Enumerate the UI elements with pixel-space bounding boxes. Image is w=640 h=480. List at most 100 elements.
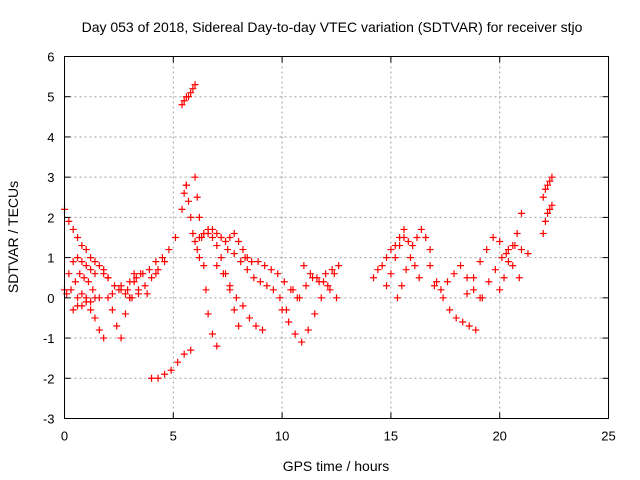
data-point — [191, 173, 199, 181]
data-point — [465, 322, 473, 330]
data-point — [82, 294, 90, 302]
series-arc-28 — [463, 234, 523, 298]
data-point — [74, 254, 82, 262]
data-point — [167, 366, 175, 374]
data-point — [69, 306, 77, 314]
data-point — [450, 270, 458, 278]
x-tick-label: 0 — [61, 429, 68, 444]
data-point — [485, 278, 493, 286]
data-point — [95, 262, 103, 270]
data-point — [406, 254, 414, 262]
data-point — [417, 225, 425, 233]
data-point — [544, 209, 552, 217]
data-point — [517, 209, 525, 217]
data-point — [289, 286, 297, 294]
data-point — [89, 286, 97, 294]
y-tick-label: -2 — [43, 371, 55, 386]
data-point — [180, 97, 188, 105]
data-point — [311, 310, 319, 318]
data-point — [515, 274, 523, 282]
data-point — [426, 246, 434, 254]
data-point — [439, 294, 447, 302]
series-arc-3 — [69, 298, 108, 342]
data-point — [298, 338, 306, 346]
data-point — [241, 254, 249, 262]
data-point — [154, 374, 162, 382]
data-point — [541, 217, 549, 225]
data-point — [413, 234, 421, 241]
data-marks — [61, 81, 556, 382]
data-point — [463, 290, 471, 298]
data-point — [208, 234, 216, 241]
data-point — [317, 294, 325, 302]
data-point — [139, 270, 147, 278]
y-tick-label: 5 — [47, 90, 54, 105]
series-arc-19 — [241, 254, 301, 302]
data-point — [546, 177, 554, 185]
data-point — [87, 254, 95, 262]
data-point — [383, 282, 391, 290]
series-arc-31 — [539, 173, 556, 201]
data-point — [185, 93, 193, 101]
data-point — [178, 205, 186, 213]
data-point — [306, 270, 314, 278]
data-point — [304, 326, 312, 334]
data-point — [95, 294, 103, 302]
data-point — [235, 238, 243, 246]
data-point — [74, 234, 82, 241]
data-point — [267, 266, 275, 274]
data-point — [191, 238, 199, 246]
data-point — [230, 306, 238, 314]
series-arc-17 — [213, 262, 267, 334]
data-point — [65, 217, 73, 225]
data-point — [148, 374, 156, 382]
data-point — [326, 286, 334, 294]
data-point — [245, 314, 253, 322]
data-point — [235, 322, 243, 330]
data-point — [117, 334, 125, 342]
data-point — [509, 262, 517, 270]
data-point — [200, 262, 208, 270]
data-point — [378, 262, 386, 270]
data-point — [250, 274, 258, 282]
data-point — [502, 250, 510, 258]
chart-title: Day 053 of 2018, Sidereal Day-to-day VTE… — [82, 19, 583, 35]
data-point — [187, 213, 195, 221]
data-point — [217, 254, 225, 262]
data-point — [398, 282, 406, 290]
data-point — [154, 266, 162, 274]
series-arc-14 — [191, 173, 221, 350]
data-point — [217, 234, 225, 241]
data-point — [387, 246, 395, 254]
data-point — [202, 286, 210, 294]
data-point — [82, 246, 90, 254]
data-point — [143, 290, 151, 298]
y-tick-label: 4 — [47, 130, 54, 145]
data-point — [78, 302, 86, 310]
data-point — [280, 278, 288, 286]
data-point — [491, 266, 499, 274]
data-point — [278, 306, 286, 314]
data-point — [189, 229, 197, 237]
x-tick-label: 10 — [275, 429, 289, 444]
data-point — [517, 246, 525, 254]
data-point — [108, 290, 116, 298]
data-point — [387, 270, 395, 278]
y-tick-label: 3 — [47, 170, 54, 185]
data-point — [496, 286, 504, 294]
series-arc-30 — [496, 209, 525, 294]
data-point — [243, 266, 251, 274]
data-point — [230, 229, 238, 237]
y-tick-label: 6 — [47, 50, 54, 65]
data-point — [226, 282, 234, 290]
data-point — [84, 278, 92, 286]
data-point — [174, 358, 182, 366]
data-point — [319, 278, 327, 286]
data-point — [226, 234, 234, 241]
data-point — [189, 85, 197, 93]
data-point — [161, 370, 169, 378]
data-point — [91, 258, 99, 266]
data-point — [224, 246, 232, 254]
data-point — [165, 246, 173, 254]
